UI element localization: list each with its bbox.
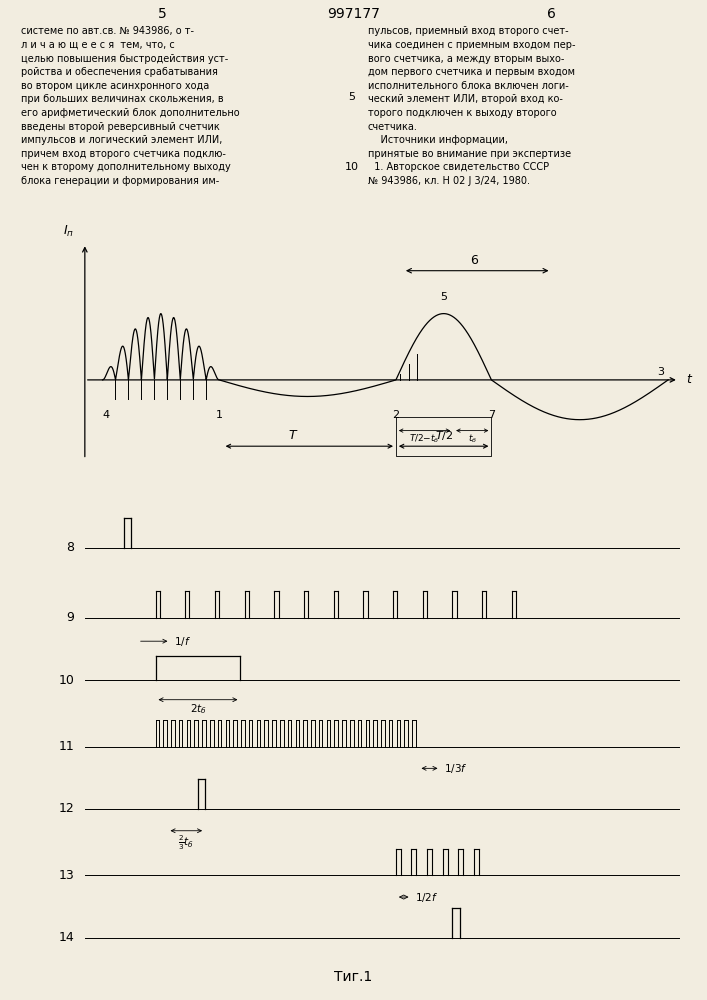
Text: 10: 10 <box>344 162 358 172</box>
Text: 10: 10 <box>59 674 74 687</box>
Text: 997177: 997177 <box>327 7 380 21</box>
Text: 8: 8 <box>66 541 74 554</box>
Text: 5: 5 <box>158 7 167 21</box>
Text: $T$: $T$ <box>288 429 298 442</box>
Text: 13: 13 <box>59 869 74 882</box>
Text: $I_п$: $I_п$ <box>63 224 74 239</box>
Text: 3: 3 <box>658 367 665 377</box>
Text: 11: 11 <box>59 740 74 753</box>
Text: 4: 4 <box>103 410 110 420</box>
Text: $t$: $t$ <box>686 373 693 386</box>
Text: системе по авт.св. № 943986, о т-
л и ч а ю щ е е с я  тем, что, с
целью повышен: системе по авт.св. № 943986, о т- л и ч … <box>21 26 240 186</box>
Text: пульсов, приемный вход второго счет-
чика соединен с приемным входом пер-
вого с: пульсов, приемный вход второго счет- чик… <box>368 26 575 186</box>
Text: 6: 6 <box>469 254 478 267</box>
Text: 12: 12 <box>59 802 74 815</box>
Text: 9: 9 <box>66 611 74 624</box>
Text: $T/2$: $T/2$ <box>435 429 452 442</box>
Text: 2: 2 <box>392 410 399 420</box>
Text: $T/2{-}t_б$: $T/2{-}t_б$ <box>409 432 440 445</box>
Text: $t_б$: $t_б$ <box>467 432 477 445</box>
Text: 14: 14 <box>59 931 74 944</box>
Text: 5: 5 <box>440 292 447 302</box>
Text: $2t_б$: $2t_б$ <box>189 702 206 716</box>
Text: 6: 6 <box>547 7 556 21</box>
Text: 5: 5 <box>348 92 355 102</box>
Text: 1: 1 <box>216 410 223 420</box>
Text: $1/3f$: $1/3f$ <box>444 762 467 775</box>
Text: $1/f$: $1/f$ <box>174 635 191 648</box>
Text: $\frac{2}{3}t_б$: $\frac{2}{3}t_б$ <box>178 833 194 852</box>
Text: $1/2f$: $1/2f$ <box>415 891 438 904</box>
Text: 7: 7 <box>488 410 495 420</box>
Text: Τиг.1: Τиг.1 <box>334 970 373 984</box>
